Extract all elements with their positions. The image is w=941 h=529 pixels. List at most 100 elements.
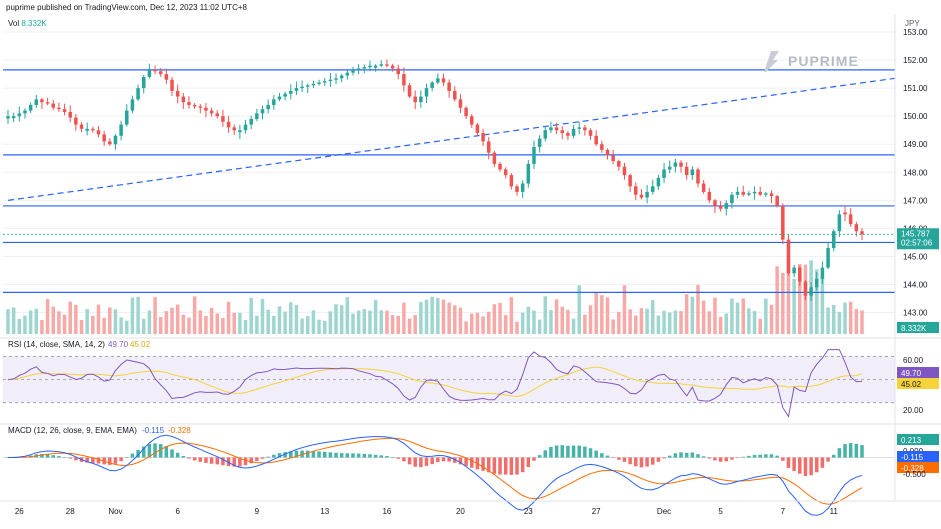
candle-body — [441, 78, 446, 83]
macd-histogram-bar — [837, 448, 842, 458]
volume-bar — [300, 318, 304, 334]
candle-body — [311, 83, 316, 86]
volume-bar — [260, 299, 265, 334]
volume-bar — [113, 309, 118, 334]
candle-body — [153, 69, 157, 72]
candle-body — [385, 64, 389, 66]
candle-body — [51, 103, 55, 108]
volume-bar — [317, 319, 321, 334]
rsi-ma-badge-label: 45.02 — [901, 380, 922, 389]
volume-bar — [277, 306, 282, 334]
candle-body — [215, 113, 220, 117]
volume-bar — [826, 307, 830, 334]
macd-histogram-bar — [515, 457, 519, 475]
macd-histogram-bar — [68, 457, 72, 459]
macd-histogram-bar — [560, 445, 565, 458]
volume-bar — [96, 304, 101, 334]
candle-body — [701, 183, 706, 192]
macd-histogram-bar — [656, 457, 661, 462]
volume-badge-label: 8.332K — [901, 324, 927, 333]
macd-histogram-bar — [464, 457, 468, 467]
volume-bar — [198, 310, 203, 334]
candle-body — [583, 127, 587, 131]
volume-bar — [837, 311, 842, 334]
volume-bar — [628, 309, 632, 334]
macd-histogram-bar — [305, 450, 310, 458]
candle-body — [345, 72, 350, 76]
macd-histogram-bar — [470, 457, 474, 468]
volume-bar — [187, 317, 191, 334]
candle-body — [509, 175, 514, 187]
volume-bar — [334, 304, 338, 334]
candle-body — [198, 106, 203, 108]
macd-value-badge-label: -0.115 — [901, 453, 924, 462]
macd-histogram-bar — [266, 456, 270, 458]
candle-body — [424, 88, 429, 97]
macd-legend-macd: -0.115 — [142, 426, 165, 435]
candle-body — [23, 110, 27, 114]
price-tick-label: 149.00 — [903, 140, 928, 149]
macd-histogram-bar — [45, 454, 50, 458]
time-tick-label: Dec — [657, 507, 671, 516]
trendline — [7, 77, 896, 201]
macd-histogram-bar — [328, 452, 333, 458]
price-tick-label: 143.00 — [903, 309, 928, 318]
macd-histogram-bar — [611, 457, 615, 458]
candle-body — [566, 133, 570, 136]
volume-bar — [577, 285, 581, 334]
candle-body — [475, 124, 480, 134]
volume-bar — [781, 272, 785, 334]
volume-bar — [498, 302, 502, 334]
macd-histogram-bar — [747, 455, 751, 458]
volume-bar — [28, 310, 33, 334]
macd-histogram-bar — [667, 455, 672, 458]
macd-histogram-bar — [402, 457, 406, 462]
candle-body — [328, 79, 333, 82]
macd-histogram-bar — [62, 457, 67, 458]
macd-histogram-bar — [249, 457, 253, 464]
macd-histogram-bar — [141, 446, 146, 458]
candle-body — [419, 96, 423, 103]
volume-bar — [339, 305, 344, 334]
macd-histogram-bar — [192, 457, 197, 461]
macd-histogram-bar — [204, 457, 208, 463]
macd-histogram-bar — [781, 457, 785, 461]
macd-histogram-bar — [379, 455, 384, 458]
volume-bar — [170, 307, 174, 334]
candle-body — [407, 85, 412, 97]
macd-histogram-bar — [413, 457, 417, 467]
candle-body — [741, 191, 745, 195]
candle-body — [430, 82, 434, 89]
volume-bar — [752, 311, 757, 334]
volume-bar — [396, 315, 400, 334]
candle-body — [611, 155, 615, 162]
price-tick-label: 147.00 — [903, 196, 928, 205]
time-tick-label: 27 — [592, 507, 601, 516]
candle-body — [537, 138, 542, 148]
time-tick-label: Nov — [108, 507, 122, 516]
candle-body — [843, 212, 847, 215]
candle-body — [255, 113, 259, 119]
time-tick-label: 5 — [718, 507, 723, 516]
macd-histogram-bar — [509, 457, 514, 475]
macd-histogram-bar — [848, 443, 853, 458]
volume-bar — [543, 296, 548, 334]
macd-legend-label: MACD (12, 26, close, 9, EMA, EMA) — [8, 426, 137, 435]
macd-histogram-bar — [537, 455, 542, 458]
volume-bar — [305, 316, 310, 334]
volume-bar — [537, 319, 542, 334]
macd-histogram-bar — [594, 450, 598, 458]
macd-histogram-bar — [430, 457, 434, 465]
candle-body — [470, 116, 474, 125]
volume-bar — [458, 307, 463, 334]
macd-histogram-bar — [798, 457, 802, 474]
volume-bar — [102, 317, 106, 334]
candle-body — [837, 214, 842, 232]
volume-bar — [730, 298, 734, 334]
volume-bar — [266, 309, 270, 334]
macd-histogram-bar — [503, 457, 508, 475]
candle-body — [600, 144, 604, 150]
macd-histogram-bar — [577, 445, 581, 458]
price-tick-label: 148.00 — [903, 168, 928, 177]
